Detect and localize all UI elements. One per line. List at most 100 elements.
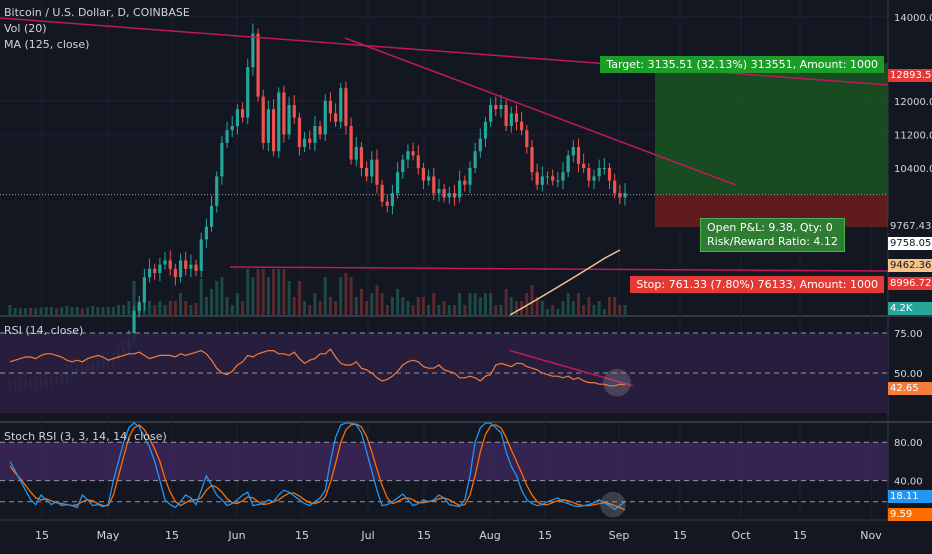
candle-113[interactable] (592, 169, 596, 189)
candle-68[interactable] (359, 141, 364, 177)
candle-42[interactable] (225, 121, 229, 148)
candle-78[interactable] (411, 142, 415, 161)
candle-67[interactable] (354, 136, 358, 167)
candle-75[interactable] (396, 162, 400, 199)
candle-115[interactable] (602, 157, 606, 175)
rsi-label[interactable]: RSI (14, close) (4, 324, 84, 337)
candle-71[interactable] (375, 149, 379, 194)
candle-116[interactable] (607, 162, 612, 189)
candle-31[interactable] (168, 250, 172, 276)
candle-72[interactable] (380, 179, 384, 207)
candle-64[interactable] (339, 83, 343, 129)
candle-69[interactable] (364, 161, 369, 182)
candle-50[interactable] (266, 100, 271, 152)
candle-102[interactable] (535, 163, 539, 190)
candle-49[interactable] (261, 89, 265, 150)
candle-112[interactable] (587, 162, 591, 188)
candle-58[interactable] (308, 130, 312, 150)
candle-91[interactable] (478, 128, 482, 158)
candle-44[interactable] (235, 104, 239, 135)
candle-93[interactable] (489, 98, 493, 127)
candle-40[interactable] (215, 171, 219, 213)
candle-98[interactable] (514, 105, 519, 131)
candle-51[interactable] (271, 99, 276, 157)
candle-81[interactable] (427, 169, 431, 186)
candle-95[interactable] (499, 94, 503, 118)
candle-101[interactable] (530, 140, 534, 181)
rsi-line[interactable] (9, 348, 626, 387)
candle-110[interactable] (576, 138, 581, 173)
trendline-upper[interactable] (0, 17, 889, 86)
candle-90[interactable] (473, 142, 477, 174)
candle-65[interactable] (344, 81, 348, 135)
candle-85[interactable] (447, 186, 451, 205)
candle-26[interactable] (142, 268, 146, 311)
candle-63[interactable] (333, 103, 338, 127)
candle-45[interactable] (240, 102, 245, 123)
candle-28[interactable] (153, 263, 157, 280)
legend-vol[interactable]: Vol (20) (4, 22, 47, 35)
candle-54[interactable] (287, 96, 291, 140)
candle-80[interactable] (421, 162, 426, 189)
candle-77[interactable] (406, 144, 410, 168)
candle-34[interactable] (184, 252, 188, 276)
candle-56[interactable] (297, 112, 302, 156)
candle-117[interactable] (613, 173, 617, 199)
candle-53[interactable] (282, 85, 286, 143)
candle-29[interactable] (158, 257, 162, 282)
candle-109[interactable] (571, 140, 575, 163)
target-label[interactable]: Target: 3135.51 (32.13%) 313551, Amount:… (600, 56, 884, 73)
rsi-trendline[interactable] (509, 349, 634, 387)
candle-76[interactable] (401, 154, 405, 179)
candle-92[interactable] (483, 116, 488, 147)
candle-86[interactable] (452, 184, 457, 206)
candle-25[interactable] (137, 295, 141, 318)
rsi-highlight-circle[interactable] (603, 368, 631, 397)
candle-88[interactable] (463, 175, 467, 192)
candle-106[interactable] (556, 172, 560, 188)
ma-125-line[interactable] (509, 249, 621, 316)
candle-73[interactable] (385, 194, 389, 213)
candle-74[interactable] (390, 184, 395, 215)
candle-39[interactable] (209, 195, 214, 232)
candle-82[interactable] (432, 168, 436, 200)
candle-52[interactable] (277, 87, 281, 158)
candle-84[interactable] (442, 183, 446, 203)
stoch-label[interactable]: Stoch RSI (3, 3, 14, 14, close) (4, 430, 167, 443)
candle-61[interactable] (323, 94, 327, 142)
stoch-d-line[interactable] (9, 423, 626, 511)
support-line[interactable] (229, 266, 889, 272)
candle-103[interactable] (540, 166, 544, 192)
candle-46[interactable] (246, 58, 250, 125)
target-zone[interactable] (655, 63, 888, 195)
candle-41[interactable] (220, 136, 224, 185)
candle-107[interactable] (561, 162, 565, 189)
candle-27[interactable] (147, 258, 152, 283)
candle-36[interactable] (194, 259, 198, 276)
candle-35[interactable] (189, 254, 193, 278)
candle-59[interactable] (313, 115, 317, 152)
candle-104[interactable] (545, 171, 550, 185)
candle-83[interactable] (437, 178, 441, 202)
candle-114[interactable] (597, 159, 601, 182)
stop-label[interactable]: Stop: 761.33 (7.80%) 76133, Amount: 1000 (630, 276, 884, 293)
candle-55[interactable] (292, 94, 296, 125)
candle-60[interactable] (318, 120, 322, 140)
candle-62[interactable] (328, 92, 333, 122)
stoch-k-line[interactable] (9, 422, 626, 511)
candle-48[interactable] (256, 28, 260, 102)
candle-94[interactable] (494, 96, 498, 116)
candle-108[interactable] (566, 150, 570, 178)
candle-30[interactable] (163, 252, 167, 270)
trendline-descending[interactable] (344, 37, 737, 186)
candle-105[interactable] (551, 169, 555, 186)
candle-33[interactable] (178, 253, 183, 283)
candle-99[interactable] (520, 111, 524, 136)
candle-32[interactable] (173, 263, 177, 286)
candle-118[interactable] (618, 184, 622, 205)
candle-37[interactable] (199, 232, 203, 278)
candle-79[interactable] (416, 145, 420, 175)
candle-43[interactable] (230, 115, 234, 137)
